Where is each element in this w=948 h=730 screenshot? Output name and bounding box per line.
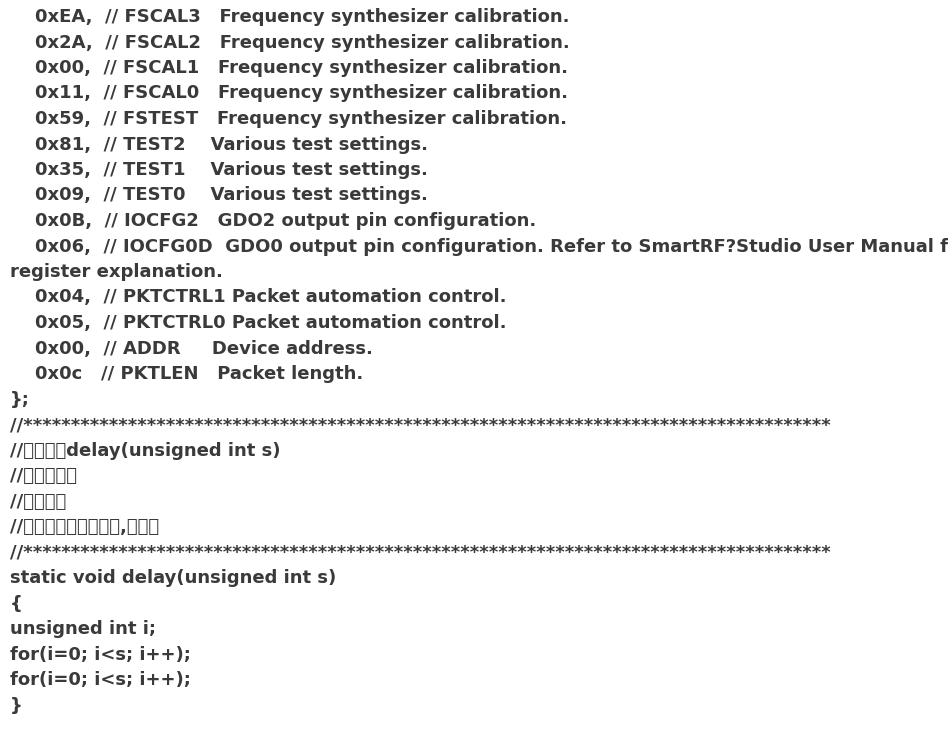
Text: 0x06,  // IOCFG0D  GDO0 output pin configuration. Refer to SmartRF?Studio User M: 0x06, // IOCFG0D GDO0 output pin configu… [10, 237, 948, 255]
Text: 0x09,  // TEST0    Various test settings.: 0x09, // TEST0 Various test settings. [10, 186, 428, 204]
Text: //功能描述：普通延时,内部用: //功能描述：普通延时,内部用 [10, 518, 159, 536]
Text: 0x00,  // FSCAL1   Frequency synthesizer calibration.: 0x00, // FSCAL1 Frequency synthesizer ca… [10, 59, 568, 77]
Text: 0x81,  // TEST2    Various test settings.: 0x81, // TEST2 Various test settings. [10, 136, 428, 153]
Text: //函数名：delay(unsigned int s): //函数名：delay(unsigned int s) [10, 442, 281, 459]
Text: 0x0B,  // IOCFG2   GDO2 output pin configuration.: 0x0B, // IOCFG2 GDO2 output pin configur… [10, 212, 537, 230]
Text: 0x05,  // PKTCTRL0 Packet automation control.: 0x05, // PKTCTRL0 Packet automation cont… [10, 314, 506, 332]
Text: 0x00,  // ADDR     Device address.: 0x00, // ADDR Device address. [10, 339, 373, 358]
Text: unsigned int i;: unsigned int i; [10, 620, 156, 638]
Text: for(i=0; i<s; i++);: for(i=0; i<s; i++); [10, 671, 191, 689]
Text: 0x35,  // TEST1    Various test settings.: 0x35, // TEST1 Various test settings. [10, 161, 428, 179]
Text: 0x59,  // FSTEST   Frequency synthesizer calibration.: 0x59, // FSTEST Frequency synthesizer ca… [10, 110, 567, 128]
Text: static void delay(unsigned int s): static void delay(unsigned int s) [10, 569, 337, 587]
Text: register explanation.: register explanation. [10, 263, 223, 281]
Text: 0x2A,  // FSCAL2   Frequency synthesizer calibration.: 0x2A, // FSCAL2 Frequency synthesizer ca… [10, 34, 570, 52]
Text: };: }; [10, 391, 30, 409]
Text: 0xEA,  // FSCAL3   Frequency synthesizer calibration.: 0xEA, // FSCAL3 Frequency synthesizer ca… [10, 8, 570, 26]
Text: //输入：时间: //输入：时间 [10, 467, 77, 485]
Text: 0x11,  // FSCAL0   Frequency synthesizer calibration.: 0x11, // FSCAL0 Frequency synthesizer ca… [10, 85, 568, 102]
Text: 0x04,  // PKTCTRL1 Packet automation control.: 0x04, // PKTCTRL1 Packet automation cont… [10, 288, 506, 307]
Text: 0x0c   // PKTLEN   Packet length.: 0x0c // PKTLEN Packet length. [10, 365, 363, 383]
Text: //******************************************************************************: //**************************************… [10, 544, 830, 561]
Text: //******************************************************************************: //**************************************… [10, 416, 830, 434]
Text: for(i=0; i<s; i++);: for(i=0; i<s; i++); [10, 645, 191, 664]
Text: }: } [10, 696, 23, 715]
Text: {: { [10, 594, 23, 612]
Text: //输出：无: //输出：无 [10, 493, 66, 510]
